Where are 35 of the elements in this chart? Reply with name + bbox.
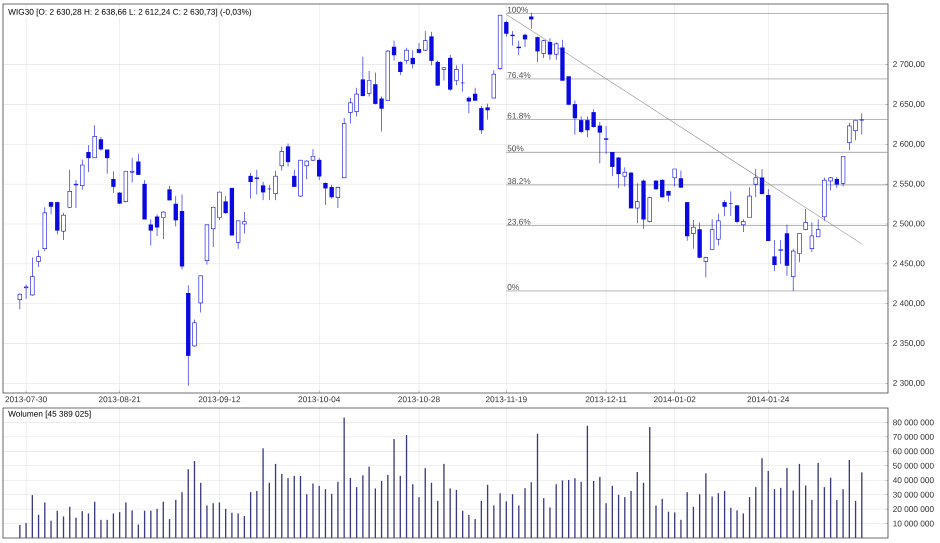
annotation: 50% <box>508 145 524 152</box>
y-tick-label: 2 500,00 <box>893 220 925 228</box>
x-tick-label: 2013-11-19 <box>486 396 527 402</box>
y-tick-label: 2 300,00 <box>893 380 925 387</box>
y-tick-label: 20 000 000 <box>893 506 934 512</box>
y-tick-label: 40 000 000 <box>892 477 934 484</box>
annotation: 100% <box>508 6 528 13</box>
x-tick-label: 2013-10-28 <box>398 396 440 402</box>
y-tick-label: 2 600,00 <box>893 140 925 148</box>
x-tick-label: 2013-10-04 <box>298 396 340 402</box>
y-tick-label: 2 400,00 <box>893 300 925 308</box>
y-tick-label: 30 000 000 <box>893 492 934 498</box>
x-tick-label: 2013-12-11 <box>586 396 627 402</box>
chart-title: Wolumen [45 389 025] <box>8 410 91 418</box>
x-tick-label: 2014-01-02 <box>654 396 696 402</box>
y-tick-label: 2 650,00 <box>893 101 925 108</box>
annotation: 76.4% <box>508 72 530 78</box>
annotation: 38.2% <box>508 178 530 184</box>
y-tick-label: 60 000 000 <box>893 448 934 454</box>
annotation: 0% <box>508 284 519 290</box>
y-tick-label: 10 000 000 <box>893 520 934 526</box>
x-tick-label: 2013-07-30 <box>5 396 47 402</box>
y-tick-label: 70 000 000 <box>893 434 934 440</box>
x-tick-label: 2013-08-21 <box>98 396 140 402</box>
annotation: 61.8% <box>508 112 530 119</box>
y-tick-label: 2 550,00 <box>893 180 925 188</box>
y-tick-label: 2 350,00 <box>893 340 925 347</box>
y-tick-label: 2 450,00 <box>893 260 925 268</box>
x-tick-label: 2014-01-24 <box>748 396 790 402</box>
x-tick-label: 2013-09-12 <box>198 396 240 402</box>
annotation: 23.6% <box>508 218 530 225</box>
y-tick-label: 80 000 000 <box>893 420 934 426</box>
y-tick-label: 50 000 000 <box>893 462 934 469</box>
y-tick-label: 2 700,00 <box>893 61 925 68</box>
text: WIG30 [O: 2 630,28 H: 2 638,66 L: 2 612,24 C: 2 630,73] (-0,03%) <box>8 8 252 16</box>
